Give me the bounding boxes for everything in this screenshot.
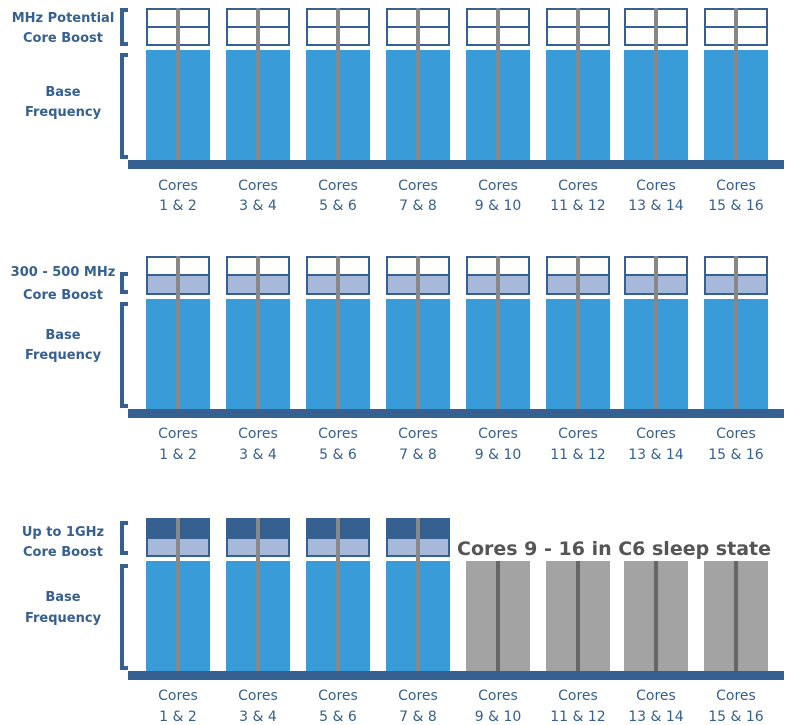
boost-label-line-1: 300 - 500 MHz: [11, 265, 116, 280]
core-label-line-1: Cores: [478, 178, 518, 194]
core-label-line-1: Cores: [716, 688, 756, 704]
core-column: Cores 11 & 12: [546, 561, 610, 725]
core-column: Cores 15 & 16: [704, 8, 768, 214]
core-label-line-2: 1 & 2: [159, 709, 197, 725]
core-label-line-1: Cores: [158, 688, 198, 704]
core-column: Cores 3 & 4: [226, 518, 290, 725]
base-label-line-1: Base: [45, 590, 80, 605]
core-label-line-2: 3 & 4: [239, 709, 277, 725]
core-label-line-2: 7 & 8: [399, 447, 437, 463]
core-label-line-1: Cores: [478, 688, 518, 704]
core-label-line-1: Cores: [238, 426, 278, 442]
baseline-bar: [128, 409, 784, 418]
core-column: Cores 3 & 4: [226, 256, 290, 463]
core-label-line-1: Cores: [318, 688, 358, 704]
boost-label-line-2: Core Boost: [23, 31, 103, 46]
core-column: Cores 9 & 10: [466, 8, 530, 214]
core-label-line-2: 5 & 6: [319, 709, 357, 725]
core-label-line-1: Cores: [558, 426, 598, 442]
core-label-line-1: Cores: [636, 688, 676, 704]
boost-label-line-2: Core Boost: [23, 545, 103, 560]
core-column: Cores 15 & 16: [704, 561, 768, 725]
baseline-bar: [128, 671, 784, 680]
core-label-line-2: 11 & 12: [550, 447, 605, 463]
core-label-line-1: Cores: [238, 688, 278, 704]
core-label-line-2: 5 & 6: [319, 447, 357, 463]
core-column: Cores 11 & 12: [546, 256, 610, 463]
base-frequency-bracket: [120, 302, 128, 408]
core-label-line-1: Cores: [318, 178, 358, 194]
core-label-line-2: 15 & 16: [708, 198, 764, 214]
panel-3: Up to 1GHz Core Boost Base Frequency Cores 1 …: [22, 518, 784, 725]
boost-bracket: [120, 521, 128, 555]
core-label-line-1: Cores: [398, 688, 438, 704]
core-label-line-2: 3 & 4: [239, 198, 277, 214]
core-label-line-2: 9 & 10: [475, 198, 522, 214]
core-label-line-1: Cores: [158, 426, 198, 442]
core-column: Cores 7 & 8: [386, 256, 450, 463]
core-label-line-2: 13 & 14: [628, 198, 684, 214]
boost-label-line-2: Core Boost: [23, 288, 103, 303]
core-label-line-2: 13 & 14: [628, 447, 684, 463]
core-label-line-2: 3 & 4: [239, 447, 277, 463]
core-label-line-2: 15 & 16: [708, 709, 764, 725]
base-label-line-2: Frequency: [25, 348, 102, 363]
panel-1: MHz Potential Core Boost Base Frequency Core…: [12, 8, 784, 214]
core-label-line-2: 7 & 8: [399, 709, 437, 725]
core-column: Cores 1 & 2: [146, 518, 210, 725]
base-label-line-1: Base: [45, 328, 80, 343]
core-label-line-2: 11 & 12: [550, 198, 605, 214]
core-label-line-2: 7 & 8: [399, 198, 437, 214]
sleep-state-note: Cores 9 - 16 in C6 sleep state: [457, 538, 771, 560]
core-column: Cores 5 & 6: [306, 256, 370, 463]
core-column: Cores 5 & 6: [306, 518, 370, 725]
core-label-line-2: 9 & 10: [475, 447, 522, 463]
core-label-line-2: 1 & 2: [159, 198, 197, 214]
core-column: Cores 3 & 4: [226, 8, 290, 214]
core-column: Cores 13 & 14: [624, 8, 688, 214]
core-label-line-1: Cores: [398, 426, 438, 442]
core-label-line-1: Cores: [318, 426, 358, 442]
boost-bracket: [120, 8, 128, 46]
core-label-line-1: Cores: [716, 426, 756, 442]
boost-bracket: [120, 272, 128, 294]
core-label-line-1: Cores: [478, 426, 518, 442]
core-column: Cores 11 & 12: [546, 8, 610, 214]
core-column: Cores 7 & 8: [386, 518, 450, 725]
base-label-line-1: Base: [45, 85, 80, 100]
core-column: Cores 9 & 10: [466, 561, 530, 725]
core-column: Cores 15 & 16: [704, 256, 768, 463]
core-label-line-1: Cores: [238, 178, 278, 194]
core-label-line-1: Cores: [398, 178, 438, 194]
base-label-line-2: Frequency: [25, 105, 102, 120]
core-label-line-2: 5 & 6: [319, 198, 357, 214]
boost-label-line-1: MHz Potential: [12, 11, 115, 26]
core-label-line-1: Cores: [158, 178, 198, 194]
core-column: Cores 1 & 2: [146, 8, 210, 214]
baseline-bar: [128, 160, 784, 169]
panel-2: 300 - 500 MHz Core Boost Base Frequency Core…: [11, 256, 784, 463]
base-label-line-2: Frequency: [25, 611, 102, 626]
core-column: Cores 5 & 6: [306, 8, 370, 214]
core-column: Cores 13 & 14: [624, 561, 688, 725]
core-label-line-1: Cores: [558, 178, 598, 194]
core-column: Cores 9 & 10: [466, 256, 530, 463]
base-frequency-bracket: [120, 53, 128, 159]
core-label-line-1: Cores: [636, 426, 676, 442]
core-label-line-2: 15 & 16: [708, 447, 764, 463]
core-label-line-2: 13 & 14: [628, 709, 684, 725]
boost-label-line-1: Up to 1GHz: [22, 525, 104, 540]
core-label-line-2: 11 & 12: [550, 709, 605, 725]
base-frequency-bracket: [120, 564, 128, 670]
core-label-line-1: Cores: [716, 178, 756, 194]
core-label-line-2: 9 & 10: [475, 709, 522, 725]
core-label-line-2: 1 & 2: [159, 447, 197, 463]
core-column: Cores 1 & 2: [146, 256, 210, 463]
core-label-line-1: Cores: [636, 178, 676, 194]
core-column: Cores 7 & 8: [386, 8, 450, 214]
core-label-line-1: Cores: [558, 688, 598, 704]
core-column: Cores 13 & 14: [624, 256, 688, 463]
